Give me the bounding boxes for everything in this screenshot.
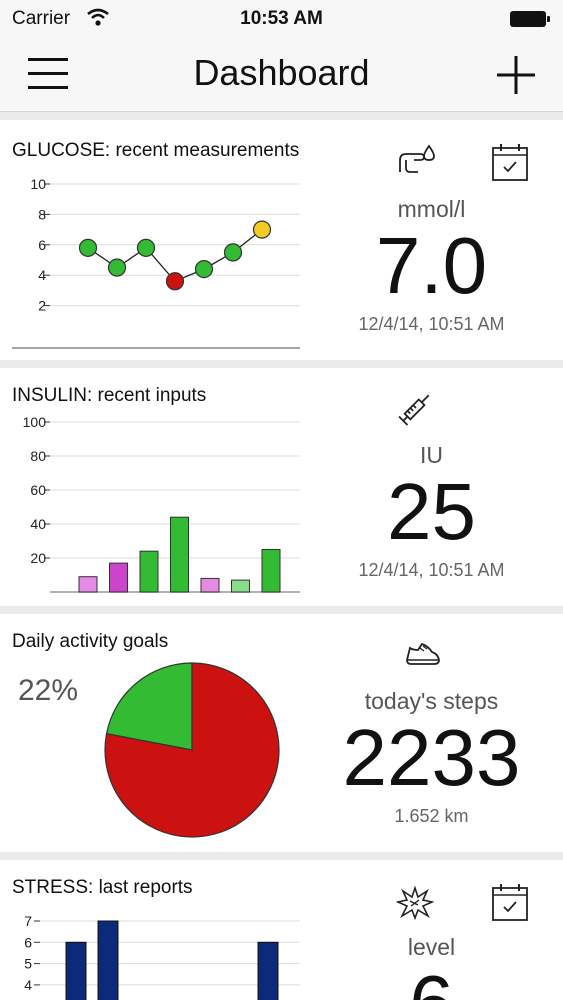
y-tick-label: 10 (30, 176, 46, 192)
y-tick-label: 80 (30, 448, 46, 464)
insulin-bar (231, 579, 250, 593)
glucose-point (194, 260, 214, 279)
calendar-icon[interactable] (491, 142, 529, 182)
y-tick-label: 4 (24, 977, 32, 993)
stress-bar (65, 941, 87, 1000)
activity-percent: 22% (18, 674, 79, 707)
activity-distance: 1.652 km (394, 806, 469, 826)
insulin-bar (170, 516, 189, 593)
activity-title: Daily activity goals (12, 631, 169, 652)
y-tick-label: 8 (38, 206, 46, 222)
insulin-timestamp: 12/4/14, 10:51 AM (358, 560, 505, 580)
y-tick-label: 100 (23, 414, 47, 430)
stress-chart: 4 5 6 7 (24, 913, 300, 1000)
glucose-card[interactable]: GLUCOSE: recent measurements 2 4 6 8 10 mmol… (0, 120, 563, 360)
y-tick-label: 60 (30, 482, 46, 498)
stress-title: STRESS: last reports (12, 877, 193, 898)
wifi-icon (87, 8, 109, 26)
calendar-icon[interactable] (491, 882, 529, 922)
insulin-bar (261, 549, 281, 593)
insulin-unit: IU (420, 442, 443, 468)
sneaker-icon[interactable] (404, 640, 442, 670)
y-tick-label: 6 (24, 934, 32, 950)
status-bar: Carrier 10:53 AM (0, 0, 563, 38)
page-title: Dashboard (193, 52, 370, 93)
glucose-chart: 2 4 6 8 10 (12, 176, 300, 349)
y-tick-label: 4 (38, 267, 46, 283)
insulin-bar (109, 562, 128, 593)
syringe-icon[interactable] (396, 388, 436, 428)
activity-value: 2233 (342, 713, 521, 802)
stress-card[interactable]: STRESS: last reports 4 5 6 7 level 6 (0, 860, 563, 1000)
insulin-bar (78, 576, 98, 593)
stress-bar (257, 941, 279, 1000)
battery-icon (510, 11, 550, 27)
insulin-chart: 20 40 60 80 100 (23, 414, 300, 593)
glucose-point (107, 258, 127, 277)
y-tick-label: 7 (24, 913, 32, 929)
glucose-timestamp: 12/4/14, 10:51 AM (358, 314, 505, 334)
carrier-label: Carrier (12, 8, 71, 29)
y-tick-label: 5 (24, 956, 32, 972)
glucose-point (223, 243, 243, 262)
insulin-card[interactable]: INSULIN: recent inputs 20 40 60 80 100 IU 25… (0, 368, 563, 606)
pie-slice (105, 662, 193, 751)
insulin-title: INSULIN: recent inputs (12, 385, 207, 406)
insulin-bar (200, 577, 220, 593)
glucose-point (136, 238, 156, 257)
insulin-value: 25 (387, 467, 476, 556)
glucose-point (252, 220, 272, 239)
nav-bar: Dashboard (0, 38, 563, 112)
burst-icon[interactable] (396, 886, 434, 920)
insulin-bar (139, 550, 159, 593)
finger-drop-icon[interactable] (396, 142, 438, 178)
activity-card[interactable]: Daily activity goals 22% today's steps 2… (0, 614, 563, 852)
glucose-point (78, 238, 98, 257)
y-tick-label: 20 (30, 550, 46, 566)
glucose-unit: mmol/l (397, 196, 466, 222)
activity-chart (104, 662, 280, 838)
pie-slice (104, 662, 280, 838)
add-icon[interactable] (495, 54, 537, 96)
y-tick-label: 2 (38, 298, 46, 314)
glucose-point (165, 272, 185, 291)
menu-icon[interactable] (26, 54, 70, 94)
stress-value: 6 (300, 958, 563, 1000)
glucose-title: GLUCOSE: recent measurements (12, 140, 300, 161)
stress-unit: level (407, 934, 456, 960)
activity-unit: today's steps (364, 688, 499, 714)
clock: 10:53 AM (240, 8, 323, 29)
stress-bar (97, 920, 119, 1000)
y-tick-label: 6 (38, 237, 46, 253)
y-tick-label: 40 (30, 516, 46, 532)
glucose-value: 7.0 (375, 221, 488, 310)
